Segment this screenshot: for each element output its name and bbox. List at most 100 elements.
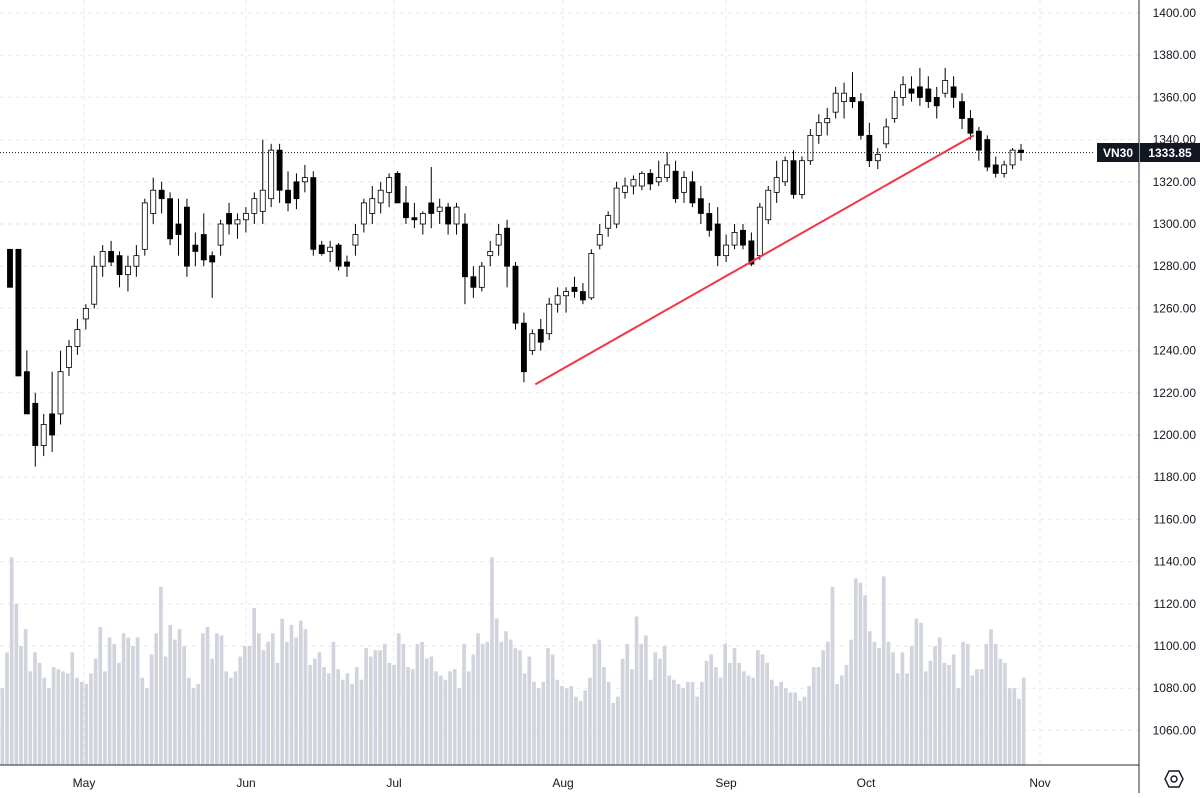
candle-body: [369, 198, 376, 214]
candle-body: [950, 86, 957, 98]
candle-body: [386, 177, 393, 193]
volume-bar: [401, 643, 406, 765]
candle-body: [672, 170, 679, 200]
volume-bar: [662, 646, 667, 765]
candle-body: [714, 223, 721, 257]
volume-bar: [243, 646, 247, 765]
volume-bar: [989, 629, 993, 765]
volume-bar: [588, 677, 592, 765]
volume-bar: [765, 662, 769, 765]
x-tick-label: Jul: [386, 776, 401, 790]
candle-body: [419, 213, 426, 225]
volume-bar: [457, 688, 462, 765]
candle-body: [462, 223, 468, 278]
volume-bar: [895, 673, 900, 765]
volume-bar: [518, 650, 522, 765]
volume-bar: [117, 662, 121, 765]
candle-body: [857, 101, 864, 136]
volume-bar: [951, 654, 956, 765]
volume-bar: [294, 637, 298, 765]
time-axis[interactable]: May Jun Jul Aug Sep Oct Nov: [73, 776, 1051, 790]
volume-bar: [690, 681, 695, 765]
volume-bar: [340, 679, 345, 765]
candle-body: [799, 160, 805, 195]
y-tick-label: 1140.00: [1154, 555, 1197, 569]
volume-bar: [839, 675, 844, 765]
candle-body: [504, 227, 511, 267]
volume-bar: [131, 646, 135, 765]
volume-bar: [923, 671, 928, 765]
volume-bar: [378, 650, 382, 765]
volume-bar: [797, 700, 802, 765]
candle-body: [765, 189, 772, 221]
candle-body: [723, 244, 730, 257]
volume-bar: [266, 641, 270, 765]
candle-body: [217, 223, 224, 246]
candle-body: [108, 251, 115, 263]
volume-bar: [704, 660, 709, 765]
volume-bar: [886, 641, 891, 765]
x-tick-label: Jun: [236, 776, 255, 790]
volume-bar: [578, 700, 583, 765]
candle-body: [588, 253, 595, 299]
volume-bar: [182, 646, 187, 765]
volume-bar: [933, 646, 937, 765]
volume-bar: [611, 702, 616, 765]
candle-body: [91, 265, 98, 305]
volume-bar: [219, 635, 224, 765]
candle-body: [579, 291, 586, 301]
candle-body: [638, 172, 645, 187]
volume-bar: [485, 641, 490, 765]
y-tick-label: 1260.00: [1153, 301, 1197, 315]
volume-bar: [270, 633, 275, 765]
trendline[interactable]: [534, 134, 975, 386]
y-tick-label: 1220.00: [1153, 386, 1197, 400]
candle-body: [933, 97, 940, 107]
last-price-text: 1333.85: [1148, 146, 1192, 160]
y-tick-label: 1380.00: [1153, 48, 1197, 62]
volume-bar: [331, 641, 336, 765]
volume-bar: [303, 629, 308, 765]
candle-body: [689, 181, 696, 204]
volume-bar: [215, 633, 219, 765]
candle-body: [596, 234, 603, 246]
volume-bar: [9, 557, 14, 765]
y-tick-label: 1400.00: [1153, 6, 1197, 20]
volume-bar: [33, 652, 37, 765]
y-tick-label: 1360.00: [1153, 90, 1197, 104]
candle-body: [647, 172, 654, 185]
volume-bar: [900, 652, 905, 765]
settings-icon[interactable]: [1163, 768, 1185, 790]
volume-bar: [5, 652, 9, 765]
volume-bar: [774, 686, 779, 765]
candle-body: [7, 248, 13, 288]
candle-body: [125, 265, 131, 276]
y-tick-label: 1080.00: [1153, 681, 1197, 695]
volume-bar: [630, 669, 634, 765]
candle-body: [916, 86, 923, 98]
volume-bar: [70, 652, 75, 765]
volume-bar: [700, 681, 704, 765]
candle-body: [605, 215, 612, 229]
volume-bar: [359, 679, 364, 765]
volume-bar: [564, 688, 569, 765]
candle-body: [731, 232, 738, 246]
volume-bar: [280, 618, 284, 765]
y-tick-label: 1200.00: [1153, 428, 1197, 442]
volume-bar: [1021, 677, 1026, 765]
candle-body: [453, 206, 460, 225]
candle-body: [622, 185, 628, 193]
volume-bar: [788, 692, 793, 765]
volume-bar: [1007, 688, 1012, 765]
volume-bar: [233, 671, 238, 765]
volume-bar: [993, 643, 998, 765]
volume-bar: [979, 669, 984, 765]
volume-bar: [546, 648, 550, 765]
volume-bar: [434, 671, 438, 765]
volume-bar: [61, 671, 65, 765]
candle-body: [992, 164, 999, 174]
candle-body: [57, 371, 64, 415]
candle-body: [259, 189, 266, 212]
